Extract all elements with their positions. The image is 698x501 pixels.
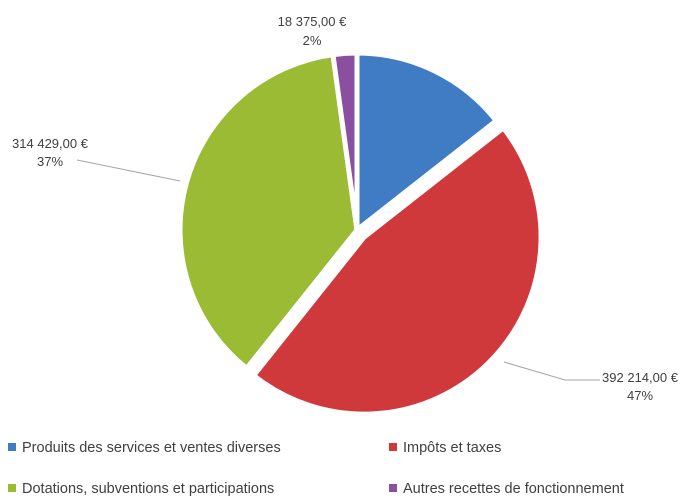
legend-swatch-impots-et-taxes xyxy=(389,443,397,451)
legend-swatch-dotations-subventions-et-participations xyxy=(8,484,16,492)
leader-line-dotations-subventions-et-participations xyxy=(76,159,181,182)
leader-line-impots-et-taxes xyxy=(503,361,600,381)
legend-label-impots-et-taxes: Impôts et taxes xyxy=(403,440,501,456)
legend-label-produits-des-services-et-ventes-diverses: Produits des services et ventes diverses xyxy=(22,440,281,456)
pie-slice-produits-des-services-et-ventes-diverses xyxy=(354,50,500,236)
data-label-value-impots-et-taxes: 392 214,00 € xyxy=(602,370,679,385)
data-label-value-dotations-subventions-et-participations: 314 429,00 € xyxy=(12,136,89,151)
data-label-percent-dotations-subventions-et-participations: 37% xyxy=(37,154,63,169)
pie-slice-impots-et-taxes xyxy=(250,124,544,417)
data-label-percent-autres-recettes-de-fonctionnement: 2% xyxy=(303,33,322,48)
pie-slice-dotations-subventions-et-participations xyxy=(177,51,360,372)
legend-swatch-autres-recettes-de-fonctionnement xyxy=(389,484,397,492)
data-label-percent-impots-et-taxes: 47% xyxy=(627,388,653,403)
pie-slice-autres-recettes-de-fonctionnement xyxy=(330,50,360,231)
legend-label-dotations-subventions-et-participations: Dotations, subventions et participations xyxy=(22,481,274,497)
legend-label-autres-recettes-de-fonctionnement: Autres recettes de fonctionnement xyxy=(403,481,624,497)
legend-swatch-produits-des-services-et-ventes-diverses xyxy=(8,443,16,451)
pie-slices xyxy=(177,50,544,417)
data-label-value-autres-recettes-de-fonctionnement: 18 375,00 € xyxy=(278,14,347,29)
